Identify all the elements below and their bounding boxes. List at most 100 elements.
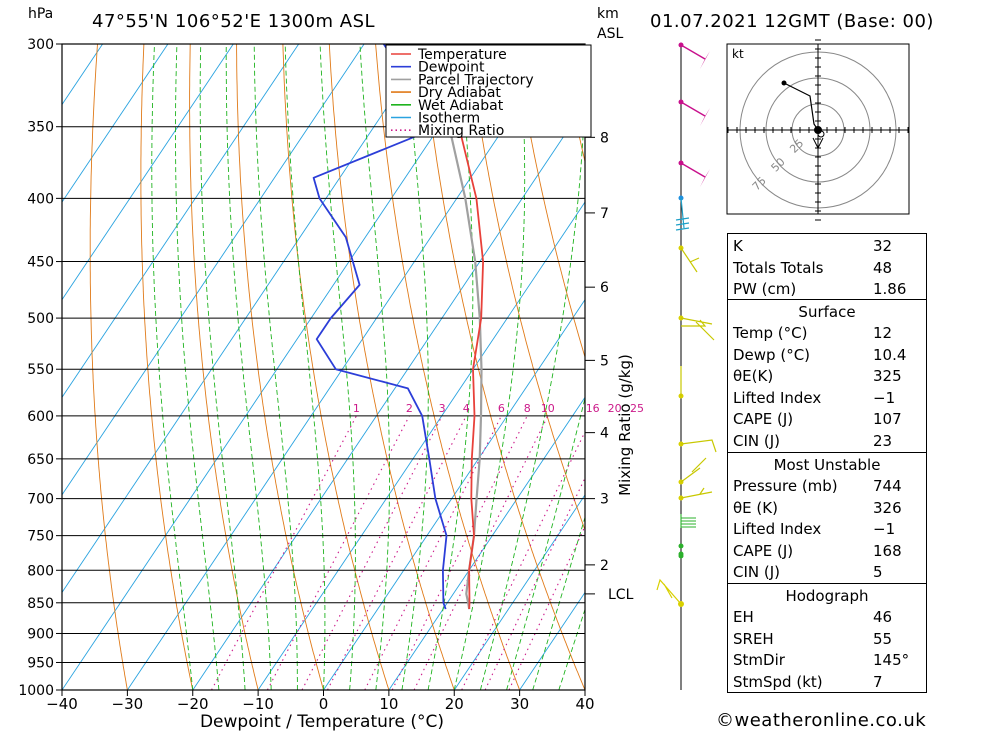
dry-adiabat-line [189, 44, 259, 690]
index-label: K [733, 237, 743, 255]
mixing-ratio-label: 3 [439, 402, 446, 415]
wind-barbs [656, 42, 717, 690]
most-unstable-row-label: CAPE (J) [733, 541, 794, 560]
most-unstable-row-value: 744 [873, 477, 902, 495]
wind-barb-staff [680, 101, 706, 117]
hodograph-row-value: 46 [873, 608, 893, 626]
most-unstable-row-value: 168 [873, 541, 902, 560]
hodograph-box: Hodograph EH 46 SREH 55 StmDir 145° StmSpd (kt)… [727, 584, 927, 693]
legend-box [385, 44, 592, 138]
wind-barb [675, 197, 690, 231]
isotherm-line [388, 396, 585, 690]
pressure-tick-label: 500 [27, 311, 54, 327]
datetime-title: 01.07.2021 12GMT (Base: 00) [650, 11, 934, 32]
pressure-tick-label: 350 [27, 120, 54, 136]
hodograph-point [781, 80, 787, 86]
most-unstable-row-value: −1 [873, 520, 896, 538]
mixing-ratio-label: 25 [630, 402, 644, 415]
pressure-tick-label: 400 [27, 191, 54, 207]
mixing-ratio-line [484, 476, 585, 690]
surface-title: Surface [798, 303, 856, 321]
dry-adiabat-line [421, 44, 585, 690]
storm-motion-marker [817, 130, 825, 138]
most-unstable-row-value: 326 [873, 498, 902, 517]
pressure-tick-label: 450 [27, 255, 54, 271]
hpa-label: hPa [28, 6, 54, 22]
location-title: 47°55'N 106°52'E 1300m ASL [92, 11, 376, 32]
temperature-line [425, 44, 484, 610]
mixing-ratio-label: 20 [608, 402, 622, 415]
most-unstable-row-label: Pressure (mb) [733, 477, 838, 495]
legend-label: Dewpoint [418, 60, 485, 76]
pressure-tick-label: 600 [27, 409, 54, 425]
x-tick-label: −20 [177, 695, 209, 713]
wind-barb [680, 317, 715, 341]
legend-label: Dry Adiabat [418, 85, 501, 101]
dry-adiabat-line [929, 37, 1000, 690]
index-value: 48 [873, 258, 893, 277]
mixing-ratio-line [391, 415, 528, 690]
dry-adiabat-line [467, 44, 585, 532]
km-tick-label: 2 [600, 558, 609, 574]
wet-adiabat-line [319, 44, 356, 690]
copyright: ©weatheronline.co.uk [716, 710, 927, 731]
isotherm-line [323, 298, 585, 690]
wind-barb [656, 578, 682, 605]
km-tick-label: 8 [600, 130, 609, 146]
dry-adiabat-line [282, 44, 390, 690]
most-unstable-box: Most Unstable Pressure (mb) 744 θE (K) 326 Li… [727, 453, 927, 584]
surface-row-label: Temp (°C) [733, 324, 808, 342]
dry-adiabat-line [975, 37, 1000, 690]
surface-row-value: 12 [873, 324, 893, 342]
surface-row-value: 10.4 [873, 345, 907, 364]
surface-box: Surface Temp (°C) 12 Dewp (°C) 10.4 θE(K) 325 L… [727, 300, 927, 453]
x-tick-label: −40 [46, 695, 78, 713]
most-unstable-row-value: 5 [873, 563, 883, 581]
mixing-ratio-label: 10 [541, 402, 555, 415]
pressure-tick-label: 650 [27, 452, 54, 468]
wind-barb-dot [678, 601, 684, 607]
x-tick-label: 40 [575, 695, 594, 713]
isotherm-line [62, 44, 300, 399]
wind-barb-staff [680, 44, 706, 60]
surface-row-value: 23 [873, 431, 893, 450]
most-unstable-title: Most Unstable [773, 456, 881, 474]
wet-adiabat-line [253, 44, 298, 690]
surface-row-value: −1 [873, 388, 896, 407]
mixing-ratio-label: 16 [586, 402, 600, 415]
wind-barb-pennant [700, 108, 710, 126]
pressure-tick-label: 300 [27, 37, 54, 53]
x-tick-label: 10 [379, 695, 398, 713]
surface-row-label: CIN (J) [733, 431, 781, 450]
dry-adiabat-line [514, 44, 585, 359]
dry-adiabat-line [89, 44, 128, 690]
hodograph-row-value: 7 [873, 672, 883, 691]
pressure-tick-label: 800 [27, 563, 54, 579]
pressure-tick-label: 550 [27, 362, 54, 378]
km-tick-label: 7 [600, 206, 609, 222]
hodograph-title: Hodograph [785, 587, 869, 605]
wet-adiabat-line [225, 44, 272, 690]
km-tick-label: 4 [600, 426, 609, 442]
hodograph-row-label: StmDir [733, 651, 785, 669]
mixing-ratio-label: 4 [463, 402, 470, 415]
mixing-ratio-line [266, 415, 410, 690]
hodograph-unit: kt [732, 47, 744, 61]
isotherm-line [62, 44, 430, 594]
dry-adiabat-line [328, 44, 455, 690]
legend-label: Mixing Ratio [418, 123, 504, 139]
hodograph-row-value: 145° [873, 651, 910, 669]
hodograph-point [814, 126, 822, 134]
wet-adiabat-line [453, 44, 526, 690]
isotherm-line [127, 44, 561, 690]
wet-adiabat-line [479, 68, 585, 690]
pressure-tick-label: 950 [27, 655, 54, 671]
index-value: 32 [873, 237, 893, 255]
mixing-ratio-label: 6 [498, 402, 505, 415]
hodograph-row-label: EH [733, 608, 754, 626]
hodograph-row-label: SREH [733, 629, 774, 648]
legend-label: Isotherm [418, 111, 480, 127]
index-label: PW (cm) [733, 280, 797, 298]
wind-barb [680, 514, 696, 528]
km-label: km [597, 6, 619, 22]
